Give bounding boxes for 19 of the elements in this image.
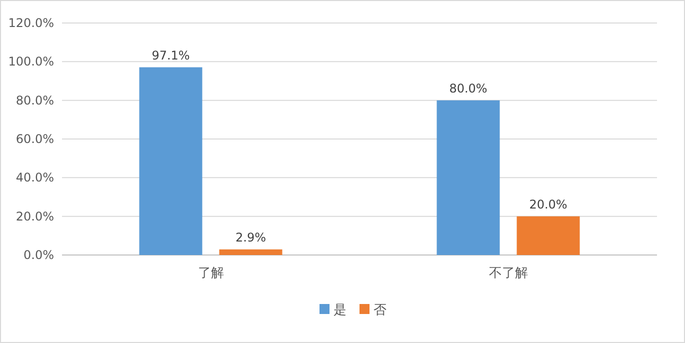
y-tick-label: 0.0% (24, 248, 54, 262)
data-label: 20.0% (529, 197, 568, 212)
y-tick-label: 100.0% (8, 54, 54, 69)
y-tick-label: 60.0% (16, 132, 54, 146)
bar (436, 100, 500, 255)
y-tick-label: 20.0% (16, 209, 54, 224)
y-tick-label: 40.0% (16, 170, 54, 185)
x-tick-label: 不了解 (488, 266, 528, 281)
legend-label: 否 (374, 303, 386, 318)
bar (516, 216, 580, 255)
data-label: 80.0% (449, 81, 488, 96)
data-label: 97.1% (152, 48, 190, 62)
bar (219, 249, 282, 255)
y-tick-label: 80.0% (16, 93, 54, 108)
bar (139, 67, 202, 255)
x-tick-label: 了解 (198, 266, 224, 281)
legend-label: 是 (334, 303, 346, 318)
y-tick-label: 120.0% (8, 16, 54, 30)
data-label: 2.9% (236, 230, 266, 244)
